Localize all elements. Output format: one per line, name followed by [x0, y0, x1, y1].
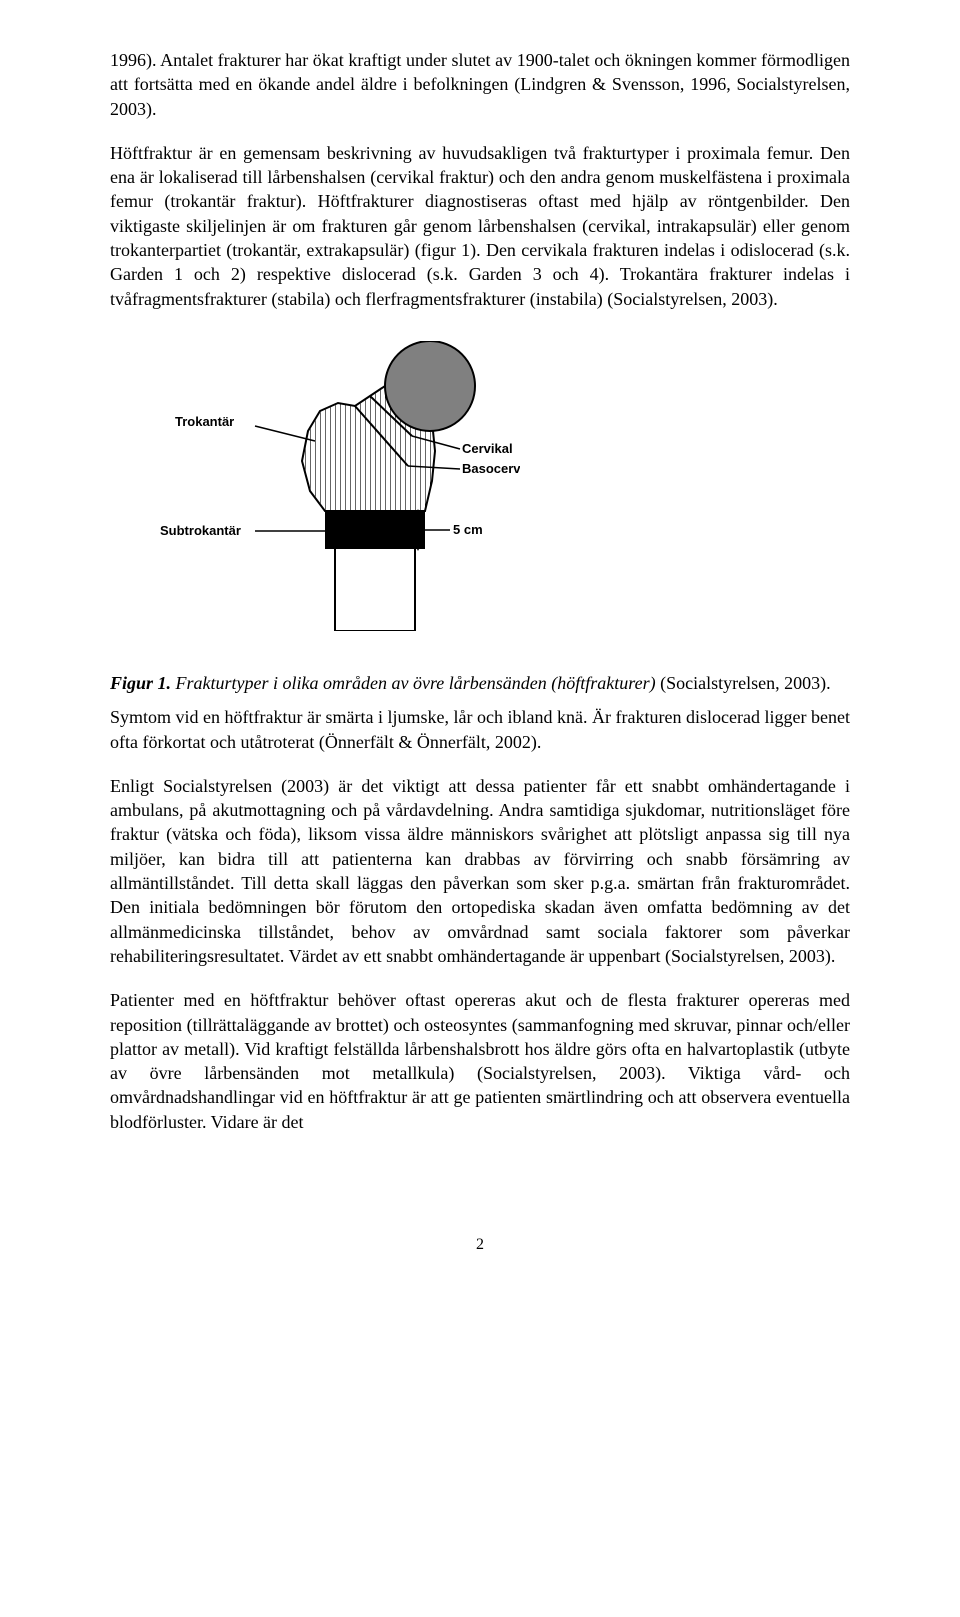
figure-1: Trokantär Subtrokantär Cervikal Basocerv…	[110, 341, 850, 631]
figure-label: Figur 1.	[110, 673, 171, 693]
paragraph-2: Höftfraktur är en gemensam beskrivning a…	[110, 141, 850, 311]
label-5cm: 5 cm	[453, 522, 483, 537]
label-cervikal: Cervikal	[462, 441, 513, 456]
figure-caption: Figur 1. Frakturtyper i olika områden av…	[110, 671, 850, 695]
paragraph-3: Symtom vid en höftfraktur är smärta i lj…	[110, 705, 850, 754]
page-number: 2	[110, 1234, 850, 1256]
figure-caption-tail: (Socialstyrelsen, 2003).	[656, 673, 831, 693]
label-subtrokanter: Subtrokantär	[160, 523, 241, 538]
figure-caption-italic: Frakturtyper i olika områden av övre lår…	[171, 673, 656, 693]
paragraph-4: Enligt Socialstyrelsen (2003) är det vik…	[110, 774, 850, 968]
paragraph-1: 1996). Antalet frakturer har ökat krafti…	[110, 48, 850, 121]
paragraph-5: Patienter med en höftfraktur behöver oft…	[110, 988, 850, 1134]
femur-diagram: Trokantär Subtrokantär Cervikal Basocerv…	[160, 341, 520, 631]
label-basocervikal: Basocervikal	[462, 461, 520, 476]
label-trokanter: Trokantär	[175, 414, 234, 429]
